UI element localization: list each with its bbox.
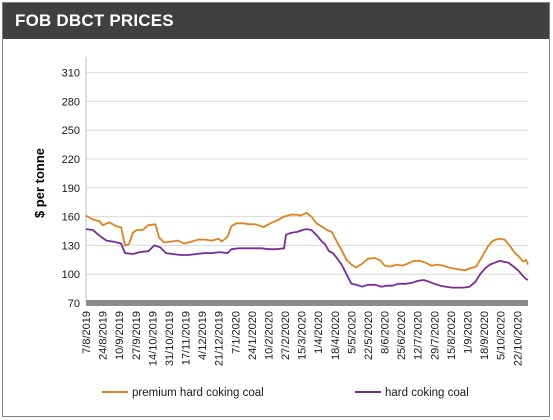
- series-line-premium-hard-coking-coal: [85, 211, 529, 272]
- x-tick-label: 14/10/2019: [147, 311, 159, 366]
- x-tick-label: 1/9/2020: [463, 311, 475, 354]
- x-tick-label: 7/1/2020: [230, 311, 242, 354]
- x-tick-label: 15/8/2020: [446, 311, 458, 360]
- series-line-hard-coking-coal: [85, 228, 529, 289]
- x-tick-label: 24/1/2020: [247, 311, 259, 360]
- y-tick-label: 190: [62, 183, 80, 195]
- chart-title: FOB DBCT PRICES: [15, 11, 174, 30]
- y-tick-label: 220: [62, 154, 80, 166]
- x-tick-label: 22/5/2020: [363, 311, 375, 360]
- title-bar: FOB DBCT PRICES: [3, 3, 549, 39]
- x-tick-label: 25/6/2020: [396, 311, 408, 360]
- x-tick-label: 18/9/2020: [479, 311, 491, 360]
- x-axis-band: [86, 300, 528, 306]
- y-tick-label: 310: [62, 68, 80, 80]
- x-tick-label: 22/10/2020: [512, 311, 524, 366]
- legend-label: hard coking coal: [385, 387, 469, 399]
- x-tick-label: 29/7/2020: [429, 311, 441, 360]
- x-tick-label: 10/2/2020: [263, 311, 275, 360]
- x-tick-label: 1/4/2020: [313, 311, 325, 354]
- x-tick-label: 27/2/2020: [280, 311, 292, 360]
- legend-label: premium hard coking coal: [132, 387, 264, 399]
- x-tick-label: 12/7/2020: [413, 311, 425, 360]
- x-tick-label: 17/11/2019: [181, 311, 193, 365]
- y-tick-label: 160: [62, 212, 80, 224]
- x-tick-label: 10/9/2019: [114, 311, 126, 360]
- x-tick-label: 21/12/2019: [214, 311, 226, 366]
- x-tick-label: 15/3/2020: [297, 311, 309, 360]
- x-tick-label: 31/10/2019: [164, 311, 176, 366]
- y-axis-label: $ per tonne: [32, 148, 47, 218]
- y-tick-label: 280: [62, 96, 80, 108]
- x-tick-label: 7/8/2019: [81, 311, 93, 354]
- y-tick-label: 70: [68, 298, 80, 310]
- chart-frame: FOB DBCT PRICES: [2, 2, 550, 417]
- x-tick-label: 5/5/2020: [346, 311, 358, 354]
- y-tick-label: 130: [62, 240, 80, 252]
- y-tick-label: 250: [62, 125, 80, 137]
- x-tick-label: 27/9/2019: [131, 311, 143, 360]
- y-tick-label: 100: [62, 269, 80, 281]
- x-tick-label: 5/10/2020: [496, 311, 508, 360]
- x-tick-label: 24/8/2019: [98, 311, 110, 360]
- x-tick-label: 4/12/2019: [197, 311, 209, 360]
- x-tick-label: 8/6/2020: [380, 311, 392, 354]
- x-tick-label: 18/4/2020: [330, 311, 342, 360]
